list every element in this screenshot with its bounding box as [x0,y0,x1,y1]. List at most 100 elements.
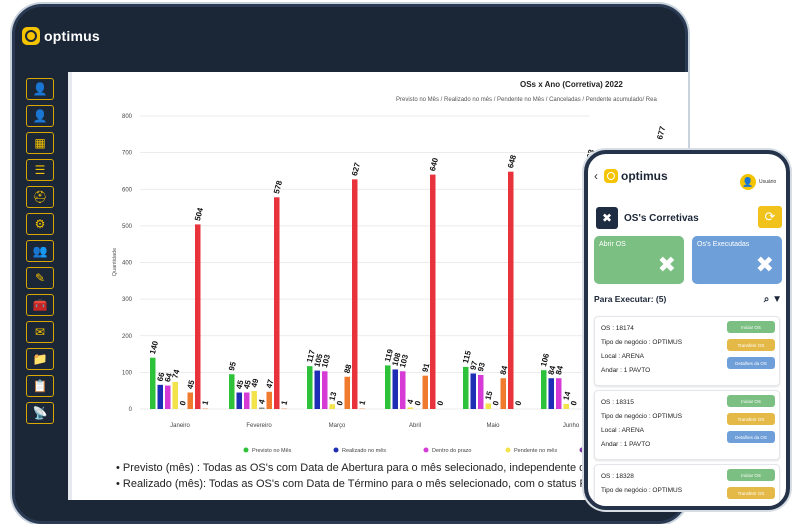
data-label: 648 [506,153,518,169]
data-label: 84 [554,364,565,375]
chart-title: OSs x Ano (Corretiva) 2022 [520,80,623,89]
data-label: 14 [561,390,572,401]
bar [430,175,436,409]
os-card-andar: Andar : 1 PAVTO [601,441,650,448]
user-menu[interactable]: 👤 Usuário [740,174,776,190]
os-card-negocio: Tipo de negócio : OPTIMUS [601,487,682,494]
phone-brand-name: optimus [621,169,668,183]
tools-icon: ✖ [658,252,676,278]
y-axis-label: Quantidade [112,248,118,276]
data-label: 0 [413,399,423,406]
note-previsto: • Previsto (mês) : Todas as OS's com Dat… [116,462,602,474]
bar [252,391,258,409]
transfer-os-button[interactable]: Transferir OS [727,413,775,425]
section-title: OS's Corretivas [624,213,699,224]
executed-os-tile[interactable]: Os's Executadas ✖ [692,236,782,284]
legend-marker [506,448,511,453]
os-card-os: OS : 18174 [601,325,634,332]
bar [393,369,399,409]
y-tick-label: 300 [122,297,133,303]
bar [471,373,477,409]
data-label: 140 [148,339,160,355]
note-realizado: • Realizado (mês): Todas as OS's com Dat… [116,478,602,490]
data-label: 677 [655,125,667,141]
y-tick-label: 0 [129,407,133,413]
os-card-negocio: Tipo de negócio : OPTIMUS [601,413,682,420]
os-card: OS : 18174 Tipo de negócio : OPTIMUS Local… [594,316,780,386]
tools-icon: ✖ [596,207,618,229]
data-label: 578 [272,179,284,195]
bar [229,374,235,409]
os-card-local: Local : ARENA [601,353,644,360]
y-tick-label: 600 [122,187,133,193]
notes: • Previsto (mês) : Todas as OS's com Dat… [116,462,602,494]
bar [463,367,469,409]
bar [237,393,243,409]
data-label: 0 [335,399,345,406]
legend-label: Realizado no mês [342,448,386,454]
user-avatar-icon: 👤 [740,174,756,190]
transfer-os-button[interactable]: Transferir OS [727,339,775,351]
bar [478,375,484,409]
legend-marker [334,448,339,453]
data-label: 1 [357,399,367,406]
start-os-button[interactable]: Iniciar OS [727,321,775,333]
data-label: 0 [178,399,188,406]
bar [150,358,156,409]
data-label: 93 [476,361,487,372]
data-label: 74 [170,368,181,379]
x-tick-label: Abril [409,423,421,429]
refresh-button[interactable]: ⟳ [758,206,782,228]
data-label: 91 [420,362,431,373]
data-label: 640 [428,156,440,172]
data-label: 15 [483,390,494,401]
transfer-os-button[interactable]: Transferir OS [727,487,775,499]
os-card-negocio: Tipo de negócio : OPTIMUS [601,339,682,346]
bar [274,197,280,409]
to-execute-bar: Para Executar: (5) ⌕ ▼ [594,292,782,306]
bar [423,376,429,409]
data-label: 0 [491,399,501,406]
data-label: 0 [569,399,579,406]
os-card-os: OS : 18328 [601,473,634,480]
x-tick-label: Fevereiro [246,423,272,429]
legend-label: Previsto no Mês [252,448,292,454]
data-label: 45 [185,379,196,390]
search-icon[interactable]: ⌕ [764,294,770,305]
os-details-button[interactable]: Detalhes da OS [727,431,775,443]
x-tick-label: Junho [563,423,580,429]
bar [385,365,391,409]
data-label: 0 [513,399,523,406]
data-label: 1 [279,399,289,406]
y-tick-label: 100 [122,370,133,376]
y-tick-label: 700 [122,151,133,157]
to-execute-label: Para Executar: (5) [594,294,666,304]
start-os-button[interactable]: Iniciar OS [727,395,775,407]
chart-subtitle: Previsto no Mês / Realizado no mês / Pen… [396,97,657,103]
data-label: 4 [257,398,267,405]
bar [165,386,171,409]
start-os-button[interactable]: Iniciar OS [727,469,775,481]
bar [315,371,321,409]
bar [267,392,273,409]
y-tick-label: 500 [122,224,133,230]
section-header: ✖ OS's Corretivas ⟳ [596,206,782,230]
os-details-button[interactable]: Detalhes da OS [727,357,775,369]
bar [549,378,555,409]
bar [195,224,201,409]
filter-icon[interactable]: ▼ [772,294,782,305]
os-card-local: Local : ARENA [601,427,644,434]
legend-label: Dentro do prazo [432,448,471,454]
refresh-icon: ⟳ [765,209,776,225]
data-label: 95 [227,360,238,371]
bar [322,371,328,409]
open-os-tile[interactable]: Abrir OS ✖ [594,236,684,284]
data-label: 13 [327,390,338,401]
data-label: 49 [249,377,260,388]
back-arrow-icon[interactable]: ‹ [594,169,598,183]
x-tick-label: Março [329,423,346,429]
bar [345,377,351,409]
data-label: 84 [498,364,509,375]
os-card-andar: Andar : 1 PAVTO [601,367,650,374]
y-tick-label: 400 [122,261,133,267]
